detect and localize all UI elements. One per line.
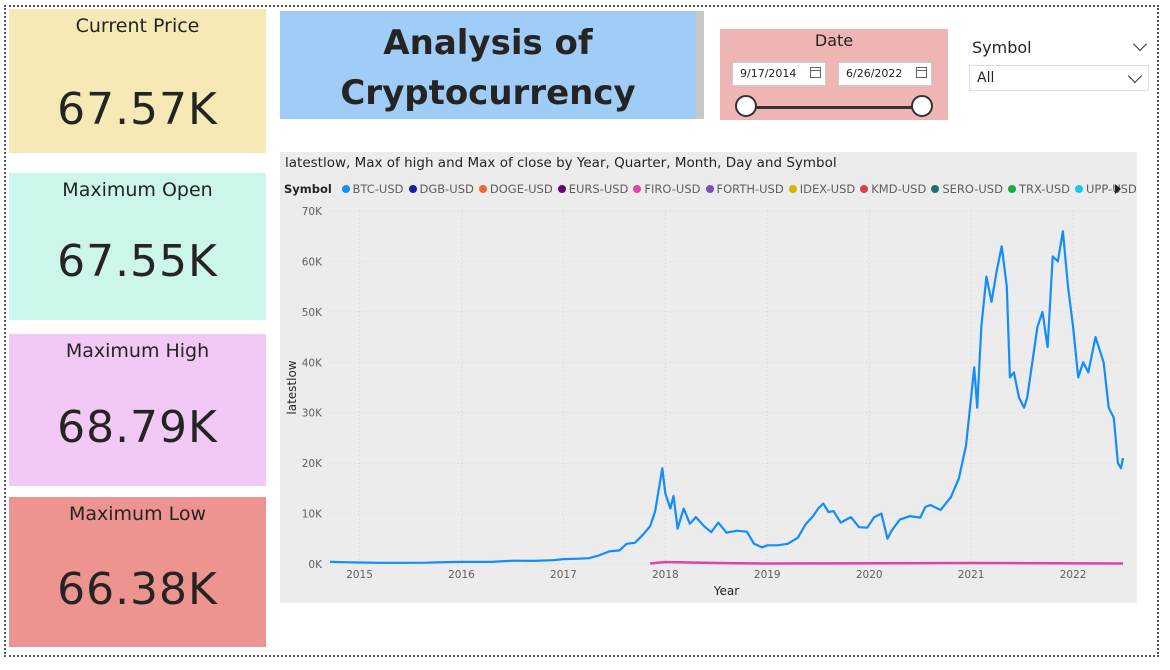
chevron-down-icon[interactable] — [1127, 68, 1143, 84]
y-tick-label: 20K — [302, 458, 323, 470]
x-tick-label: 2021 — [958, 569, 985, 581]
legend-label: FIRO-USD — [644, 182, 701, 196]
chart-legend: Symbol BTC-USD DGB-USD DOGE-USD EURS-USD FIR… — [284, 182, 1142, 198]
x-tick-label: 2022 — [1060, 569, 1087, 581]
date-slicer-label: Date — [814, 31, 854, 50]
symbol-slicer[interactable]: Symbol All — [968, 33, 1152, 95]
legend-item[interactable]: DGB-USD — [408, 182, 474, 196]
title-line-2: Cryptocurrency — [340, 73, 636, 113]
calendar-icon[interactable] — [916, 67, 927, 78]
legend-item[interactable]: BTC-USD — [341, 182, 404, 196]
legend-dot-icon — [788, 185, 797, 193]
calendar-icon[interactable] — [810, 67, 821, 78]
x-tick-label: 2020 — [856, 569, 883, 581]
y-axis-title: latestlow — [285, 360, 299, 414]
y-tick-label: 10K — [302, 509, 323, 521]
symbol-slicer-label: Symbol — [972, 38, 1032, 57]
legend-label: BTC-USD — [352, 182, 404, 196]
legend-item[interactable]: UPP-USD — [1075, 182, 1137, 196]
line-chart-panel[interactable]: latestlow, Max of high and Max of close … — [280, 152, 1137, 603]
start-date-input[interactable]: 9/17/2014 — [732, 62, 826, 86]
legend-dot-icon — [408, 185, 417, 193]
legend-item[interactable]: SERO-USD — [931, 182, 1003, 196]
legend-item[interactable]: KMD-USD — [860, 182, 926, 196]
legend-dot-icon — [931, 185, 940, 193]
y-tick-label: 50K — [302, 307, 323, 319]
date-slicer[interactable]: Date 9/17/2014 6/26/2022 — [720, 29, 948, 120]
y-tick-label: 0K — [308, 559, 323, 571]
legend-label: EURS-USD — [568, 182, 629, 196]
dashboard-title-box: Analysis of Cryptocurrency — [280, 11, 704, 119]
y-tick-label: 40K — [302, 357, 323, 369]
legend-item[interactable]: IDEX-USD — [788, 182, 856, 196]
date-range-track[interactable] — [746, 106, 922, 109]
legend-label: UPP-USD — [1086, 182, 1137, 196]
legend-title: Symbol — [284, 182, 332, 196]
legend-dot-icon — [557, 185, 566, 193]
kpi-value: 67.55K — [57, 236, 218, 287]
legend-label: DGB-USD — [419, 182, 474, 196]
title-line-1: Analysis of — [383, 23, 593, 63]
legend-dot-icon — [478, 185, 487, 193]
kpi-label: Current Price — [75, 15, 200, 37]
legend-label: IDEX-USD — [799, 182, 856, 196]
x-tick-label: 2015 — [346, 569, 373, 581]
legend-label: FORTH-USD — [716, 182, 784, 196]
x-axis-title: Year — [713, 584, 739, 598]
kpi-value: 67.57K — [57, 84, 218, 135]
legend-dot-icon — [1007, 185, 1016, 193]
legend-item[interactable]: TRX-USD — [1007, 182, 1071, 196]
end-date-handle[interactable] — [911, 95, 933, 117]
legend-item[interactable]: DOGE-USD — [478, 182, 553, 196]
chart-title: latestlow, Max of high and Max of close … — [285, 155, 837, 171]
y-tick-label: 70K — [302, 206, 323, 218]
kpi-card-current-price[interactable]: Current Price 67.57K — [9, 9, 266, 153]
series-line-btc-usd — [329, 230, 1125, 564]
kpi-label: Maximum High — [65, 340, 210, 362]
start-date-value: 9/17/2014 — [740, 67, 797, 80]
kpi-card-maximum-open[interactable]: Maximum Open 67.55K — [9, 173, 266, 320]
legend-item[interactable]: FORTH-USD — [705, 182, 784, 196]
legend-dot-icon — [633, 185, 642, 193]
legend-label: TRX-USD — [1018, 182, 1071, 196]
kpi-value: 68.79K — [57, 402, 218, 453]
symbol-dropdown[interactable]: All — [969, 65, 1149, 91]
x-tick-label: 2018 — [652, 569, 679, 581]
x-tick-label: 2016 — [448, 569, 475, 581]
x-tick-label: 2019 — [754, 569, 781, 581]
y-tick-label: 30K — [302, 408, 323, 420]
legend-dot-icon — [705, 185, 714, 193]
series-line-firo-usd — [649, 560, 1124, 565]
start-date-handle[interactable] — [735, 95, 757, 117]
legend-dot-icon — [1075, 185, 1084, 193]
x-tick-label: 2017 — [550, 569, 577, 581]
y-tick-label: 60K — [302, 256, 323, 268]
legend-item[interactable]: EURS-USD — [557, 182, 629, 196]
dashboard-frame — [4, 5, 1159, 657]
symbol-selected-value: All — [977, 70, 995, 86]
legend-dot-icon — [341, 185, 350, 193]
chevron-down-icon[interactable] — [1132, 36, 1148, 52]
legend-label: SERO-USD — [942, 182, 1003, 196]
legend-label: DOGE-USD — [489, 182, 553, 196]
chart-plot[interactable]: 0K 10K 20K 30K 40K 50K 60K 70K 2015 2016 2017 2018 2… — [280, 152, 1137, 603]
end-date-value: 6/26/2022 — [846, 67, 903, 80]
legend-more-arrow-icon[interactable] — [1115, 184, 1121, 194]
legend-label: KMD-USD — [871, 182, 927, 196]
kpi-label: Maximum Low — [68, 503, 207, 525]
legend-item[interactable]: FIRO-USD — [633, 182, 701, 196]
kpi-card-maximum-high[interactable]: Maximum High 68.79K — [9, 334, 266, 486]
kpi-value: 66.38K — [57, 564, 218, 615]
kpi-label: Maximum Open — [62, 179, 213, 201]
end-date-input[interactable]: 6/26/2022 — [838, 62, 932, 86]
legend-dot-icon — [860, 185, 869, 193]
kpi-card-maximum-low[interactable]: Maximum Low 66.38K — [9, 497, 266, 647]
